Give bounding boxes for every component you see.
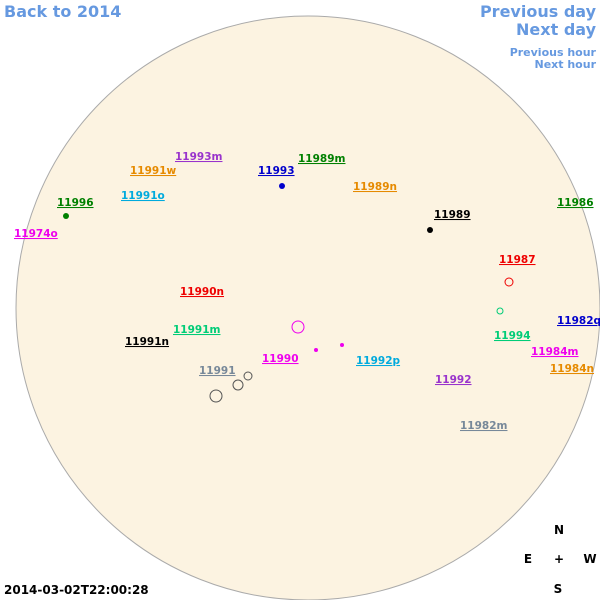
region-link[interactable]: 11994: [494, 330, 531, 342]
sunspot: [314, 348, 318, 352]
next-hour-link[interactable]: Next hour: [535, 58, 597, 71]
compass-east: E: [524, 552, 532, 566]
sunspot: [504, 277, 514, 287]
region-link[interactable]: 11989n: [353, 181, 397, 193]
sunspots: [63, 183, 514, 403]
next-day-link[interactable]: Next day: [516, 20, 597, 39]
sunspot: [209, 389, 223, 403]
sunspot: [243, 371, 253, 381]
region-link[interactable]: 11990n: [180, 286, 224, 298]
sunspot: [232, 379, 244, 391]
region-link[interactable]: 11996: [57, 197, 94, 209]
region-link[interactable]: 11982q: [557, 315, 600, 327]
back-link[interactable]: Back to 2014: [4, 2, 121, 21]
region-link[interactable]: 11989: [434, 209, 471, 221]
region-link[interactable]: 11989m: [298, 153, 346, 165]
region-link[interactable]: 11991: [199, 365, 236, 377]
previous-hour-link[interactable]: Previous hour: [510, 46, 597, 59]
compass-west: W: [583, 552, 596, 566]
region-link[interactable]: 11987: [499, 254, 536, 266]
compass-south: S: [554, 582, 563, 596]
sunspot: [63, 213, 69, 219]
previous-day-link[interactable]: Previous day: [480, 2, 597, 21]
region-link[interactable]: 11984n: [550, 363, 594, 375]
sunspot: [291, 320, 305, 334]
sunspot: [279, 183, 285, 189]
region-link[interactable]: 11986: [557, 197, 594, 209]
timestamp: 2014-03-02T22:00:28: [4, 583, 149, 597]
region-link[interactable]: 11993m: [175, 151, 223, 163]
region-link[interactable]: 11991m: [173, 324, 221, 336]
sunspot: [427, 227, 433, 233]
region-link[interactable]: 11991w: [130, 165, 177, 177]
sunspot: [340, 343, 344, 347]
region-link[interactable]: 11992p: [356, 355, 401, 367]
sunspot: [496, 307, 504, 315]
region-link[interactable]: 11990: [262, 353, 299, 365]
region-link[interactable]: 11974o: [14, 228, 58, 240]
region-link[interactable]: 11992: [435, 374, 472, 386]
region-link[interactable]: 11991o: [121, 190, 165, 202]
region-link[interactable]: 11982m: [460, 420, 508, 432]
region-link[interactable]: 11984m: [531, 346, 579, 358]
region-link[interactable]: 11993: [258, 165, 295, 177]
region-link[interactable]: 11991n: [125, 336, 169, 348]
compass-center: +: [554, 552, 564, 566]
solar-disk: [15, 15, 600, 600]
compass-north: N: [554, 523, 564, 537]
